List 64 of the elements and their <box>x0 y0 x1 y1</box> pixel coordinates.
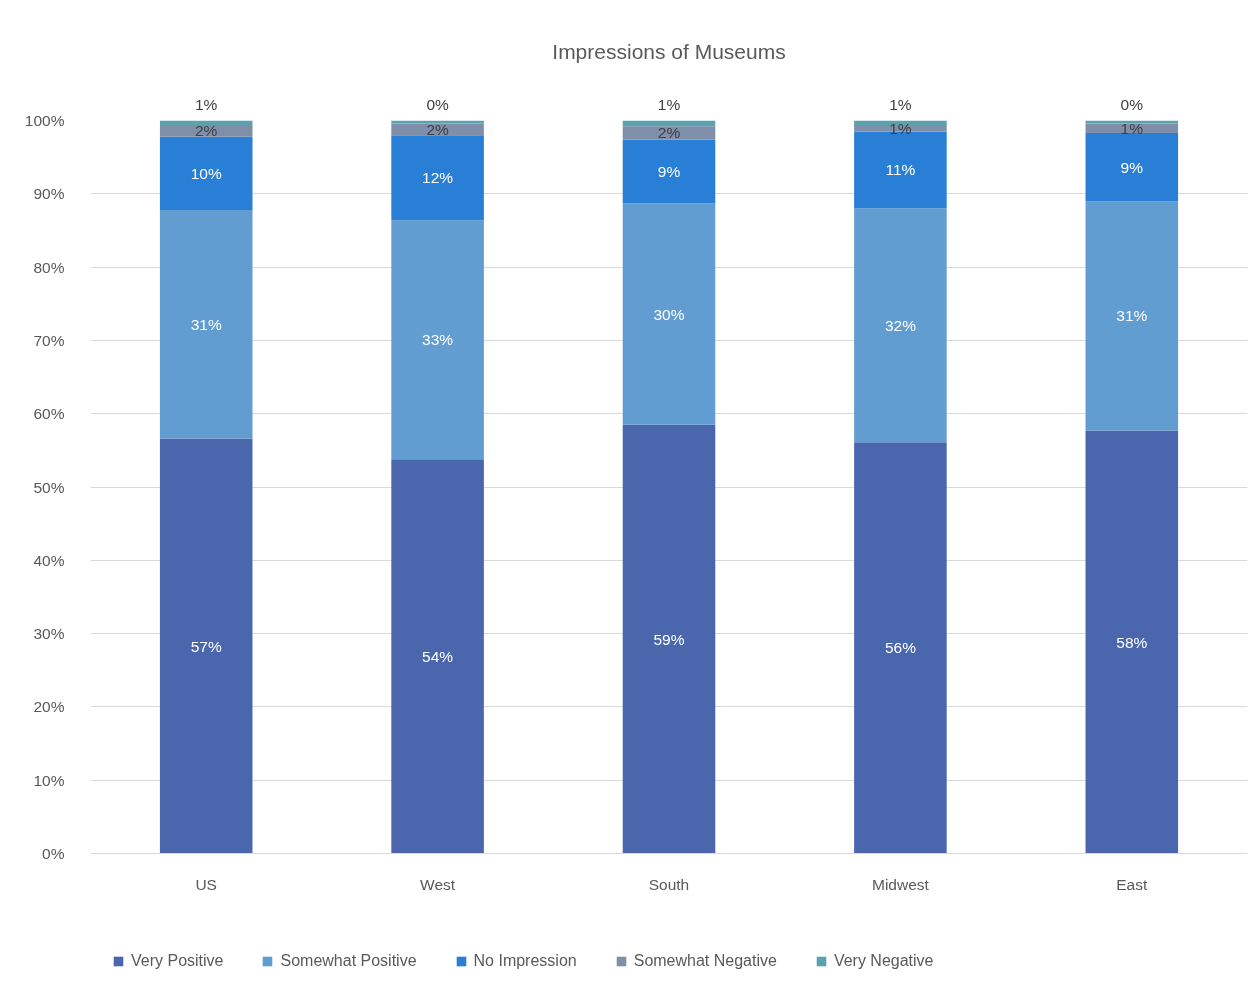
bar <box>622 424 716 854</box>
bar <box>159 136 253 210</box>
data-label: 0% <box>1120 95 1144 113</box>
data-label: 12% <box>422 169 454 187</box>
bar <box>391 459 484 854</box>
data-label: 54% <box>422 647 454 665</box>
y-tick-label: 40% <box>33 551 65 569</box>
data-label: 1% <box>195 95 218 113</box>
y-tick-label: 70% <box>33 331 65 349</box>
y-tick-label: 90% <box>33 185 65 203</box>
y-tick-label: 0% <box>42 845 65 862</box>
y-tick-label: 100% <box>24 112 65 129</box>
data-label: 2% <box>657 124 681 142</box>
data-label: 1% <box>657 95 681 113</box>
bar <box>159 209 253 439</box>
bar <box>1085 123 1179 133</box>
data-label: 30% <box>653 305 685 323</box>
bar <box>1085 201 1179 431</box>
x-tick-label: West <box>420 875 456 893</box>
legend-label: Somewhat Negative <box>633 952 777 970</box>
x-tick-label: East <box>1116 875 1148 893</box>
y-tick-label: 50% <box>33 478 65 496</box>
bar <box>854 208 947 443</box>
bar <box>1085 132 1179 202</box>
legend-label: Very Negative <box>833 952 934 970</box>
data-label: 59% <box>653 630 685 648</box>
bar <box>854 442 947 854</box>
legend-label: Very Positive <box>131 952 224 970</box>
data-label: 1% <box>889 95 912 113</box>
data-label: 11% <box>885 161 916 179</box>
data-label: 57% <box>190 637 222 655</box>
y-tick-label: 80% <box>33 258 65 276</box>
data-label: 9% <box>1120 158 1144 176</box>
bar <box>622 203 716 425</box>
data-label: 31% <box>1116 307 1148 325</box>
y-tick-label: 60% <box>33 405 65 423</box>
x-tick-label: Midwest <box>871 875 930 893</box>
data-label: 1% <box>1120 119 1144 137</box>
bar <box>1085 430 1179 854</box>
data-label: 56% <box>884 639 917 657</box>
y-tick-label: 10% <box>33 771 65 789</box>
data-label: 0% <box>426 95 450 113</box>
data-label: 2% <box>195 122 218 140</box>
data-label: 9% <box>657 162 681 180</box>
legend-label: Somewhat Positive <box>280 952 417 970</box>
data-label: 33% <box>422 331 454 349</box>
y-tick-label: 20% <box>33 698 65 716</box>
x-tick-label: South <box>648 875 690 893</box>
x-tick-label: US <box>195 875 217 893</box>
data-label: 2% <box>426 120 450 138</box>
legend-label: No Impression <box>473 952 577 970</box>
data-label: 32% <box>884 316 917 334</box>
bar <box>159 438 253 854</box>
chart-title: Impressions of Museums <box>552 40 786 63</box>
y-tick-label: 30% <box>33 625 65 643</box>
bar <box>159 120 253 125</box>
bar <box>622 126 716 140</box>
data-label: 31% <box>190 315 222 333</box>
bar <box>622 139 716 204</box>
bar <box>391 220 484 460</box>
bar <box>391 135 484 221</box>
bar <box>391 123 484 136</box>
data-label: 10% <box>190 164 222 182</box>
data-label: 58% <box>1116 633 1148 651</box>
